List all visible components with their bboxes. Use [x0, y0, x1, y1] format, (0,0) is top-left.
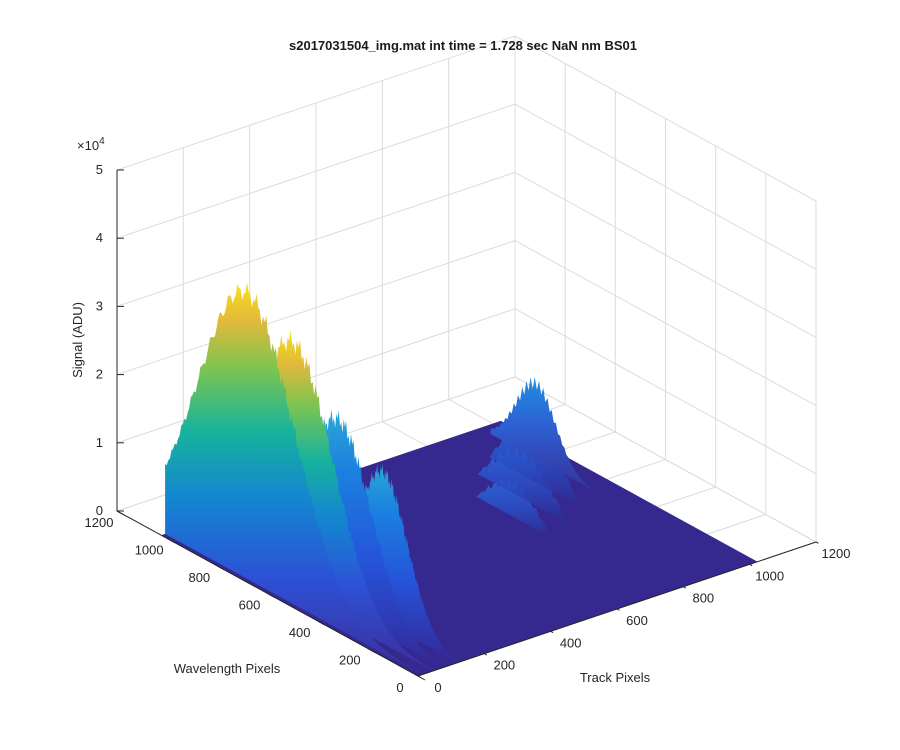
x-tick-mark	[616, 608, 620, 611]
surface-ridge	[477, 445, 568, 524]
y-tick-label: 1000	[135, 543, 164, 558]
x-tick-mark	[683, 586, 687, 589]
y-tick-mark	[217, 565, 225, 571]
x-tick-mark	[550, 630, 554, 634]
x-tick-label: 800	[692, 591, 714, 606]
surface-ridge	[476, 477, 552, 538]
y-tick-label: 0	[396, 680, 403, 695]
axes: 0200400600800100012000200400600800100012…	[85, 162, 851, 695]
x-tick-label: 400	[560, 635, 582, 650]
surface-peak	[490, 377, 596, 492]
x-tick-label: 0	[434, 680, 441, 695]
z-tick-label: 2	[96, 367, 103, 382]
z-tick-label: 1	[96, 435, 103, 450]
y-tick-mark	[317, 620, 325, 626]
surface	[161, 282, 758, 676]
surface-ridge	[315, 463, 458, 663]
z-tick-label: 0	[96, 503, 103, 518]
y-tick-mark	[166, 538, 175, 543]
y-axis-label: Wavelength Pixels	[174, 661, 281, 676]
z-tick-label: 4	[96, 230, 103, 245]
grid-line	[514, 35, 817, 202]
grid-line	[116, 308, 516, 444]
grid-line	[514, 308, 817, 475]
y-tick-mark	[267, 593, 275, 598]
z-exponent-label: ×104	[77, 136, 105, 153]
x-tick-mark	[815, 541, 819, 544]
surface-ridge	[165, 282, 422, 675]
grid-line	[514, 171, 817, 338]
grid-line	[116, 35, 516, 171]
y-tick-label: 600	[239, 598, 261, 613]
grid-line	[514, 240, 817, 407]
y-tick-label: 200	[339, 653, 361, 668]
z-tick-label: 5	[96, 162, 103, 177]
chart-title: s2017031504_img.mat int time = 1.728 sec…	[289, 38, 637, 53]
y-tick-mark	[116, 510, 125, 516]
x-tick-label: 1200	[822, 546, 851, 561]
grid-line	[116, 240, 516, 376]
y-tick-label: 400	[289, 625, 311, 640]
x-axis-label: Track Pixels	[580, 670, 651, 685]
z-tick-label: 3	[96, 298, 103, 313]
x-tick-mark	[749, 563, 753, 567]
grid-line	[116, 171, 516, 307]
y-tick-label: 1200	[85, 515, 114, 530]
y-tick-mark	[367, 648, 376, 653]
x-tick-label: 600	[626, 613, 648, 628]
x-tick-label: 1000	[755, 568, 784, 583]
y-tick-label: 800	[188, 570, 210, 585]
x-tick-label: 200	[493, 658, 515, 673]
y-tick-mark	[417, 675, 426, 681]
x-tick-mark	[484, 653, 488, 656]
grid-line	[116, 103, 516, 239]
z-axis-label: Signal (ADU)	[70, 302, 85, 378]
axis-labels: s2017031504_img.mat int time = 1.728 sec…	[70, 38, 651, 685]
grid-line	[514, 103, 817, 270]
